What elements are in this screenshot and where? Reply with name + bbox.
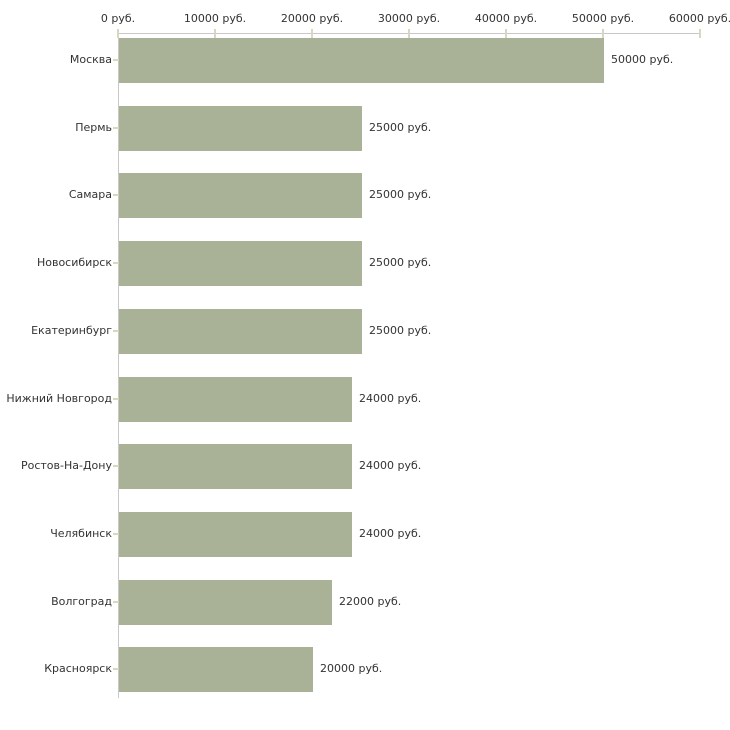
y-tick-mark — [113, 262, 119, 264]
x-tick-label: 50000 руб. — [571, 12, 635, 25]
x-tick-mark — [117, 29, 119, 38]
bar — [119, 173, 362, 218]
x-tick-mark — [214, 29, 216, 38]
category-label: Москва — [69, 53, 112, 66]
y-tick-mark — [113, 601, 119, 603]
y-tick-mark — [113, 194, 119, 196]
x-tick-mark — [602, 29, 604, 38]
y-tick-mark — [113, 533, 119, 535]
value-label: 20000 руб. — [320, 662, 383, 675]
value-label: 50000 руб. — [611, 53, 674, 66]
value-label: 24000 руб. — [359, 392, 422, 405]
y-tick-mark — [113, 330, 119, 332]
bar — [119, 444, 352, 489]
bar — [119, 580, 332, 625]
category-label: Новосибирск — [36, 256, 112, 269]
value-label: 22000 руб. — [339, 595, 402, 608]
x-tick-label: 30000 руб. — [377, 12, 441, 25]
x-tick-label: 20000 руб. — [280, 12, 344, 25]
y-tick-mark — [113, 398, 119, 400]
value-label: 25000 руб. — [369, 121, 432, 134]
category-label: Пермь — [75, 121, 112, 134]
x-tick-mark — [408, 29, 410, 38]
bar — [119, 38, 604, 83]
category-label: Нижний Новгород — [6, 392, 112, 405]
value-label: 25000 руб. — [369, 256, 432, 269]
x-tick-label: 10000 руб. — [183, 12, 247, 25]
category-label: Челябинск — [50, 527, 112, 540]
value-label: 25000 руб. — [369, 324, 432, 337]
y-tick-mark — [113, 465, 119, 467]
y-axis-line — [118, 33, 119, 698]
bar — [119, 309, 362, 354]
category-label: Волгоград — [51, 595, 112, 608]
x-tick-mark — [699, 29, 701, 38]
value-label: 25000 руб. — [369, 188, 432, 201]
x-tick-mark — [505, 29, 507, 38]
bar — [119, 512, 352, 557]
value-label: 24000 руб. — [359, 459, 422, 472]
y-tick-mark — [113, 127, 119, 129]
category-label: Самара — [68, 188, 112, 201]
bar — [119, 647, 313, 692]
bar — [119, 241, 362, 286]
x-tick-label: 0 руб. — [100, 12, 136, 25]
category-label: Екатеринбург — [31, 324, 112, 337]
y-tick-mark — [113, 668, 119, 670]
x-tick-mark — [311, 29, 313, 38]
category-label: Красноярск — [44, 662, 112, 675]
bar — [119, 377, 352, 422]
y-tick-mark — [113, 59, 119, 61]
x-tick-label: 40000 руб. — [474, 12, 538, 25]
value-label: 24000 руб. — [359, 527, 422, 540]
category-label: Ростов-На-Дону — [20, 459, 112, 472]
bar — [119, 106, 362, 151]
x-tick-label: 60000 руб. — [668, 12, 730, 25]
